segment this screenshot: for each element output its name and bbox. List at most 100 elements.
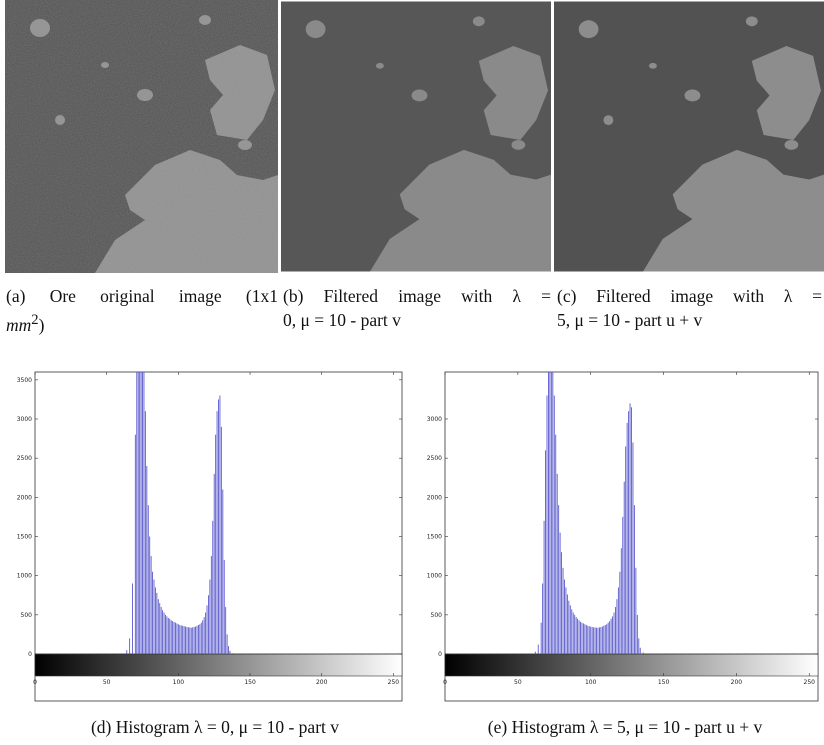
histogram-d: 0 500 1000 1500 2000 2500 3000 3500 0 50 100 150 200… [10, 368, 405, 708]
histogram-bar [220, 426, 222, 654]
histogram-d-svg: 0 500 1000 1500 2000 2500 3000 3500 0 50 100 150 200… [17, 371, 403, 702]
histogram-bar [147, 505, 149, 654]
histogram-bar [136, 372, 138, 654]
bars [534, 372, 644, 654]
histogram-bar [638, 638, 640, 654]
histogram-bar [543, 520, 545, 654]
x-tick-label: 150 [244, 679, 256, 686]
histogram-bar [210, 556, 212, 654]
histogram-bar [604, 625, 606, 654]
histogram-bar [632, 442, 634, 654]
histogram-e-svg: 0 500 1000 1500 2000 2500 3000 0 50 100 150 200 250 [427, 371, 819, 702]
histogram-bar [556, 473, 558, 654]
histogram-bar [540, 622, 542, 654]
caption-c-line1: (c) Filtered image with λ = [557, 286, 822, 306]
histogram-bar [196, 625, 198, 654]
histogram-bar [569, 605, 571, 654]
histogram-bar [591, 626, 593, 654]
histogram-bar [636, 614, 638, 654]
histogram-bar [157, 599, 159, 654]
caption-c-line2: 5, μ = 10 - part u + v [557, 310, 703, 330]
histogram-bar [578, 620, 580, 654]
caption-b-line1: (b) Filtered image with λ = [283, 286, 551, 306]
y-tick-label: 0 [28, 651, 32, 658]
histogram-bar [593, 627, 595, 654]
histogram-bar [615, 607, 616, 654]
histogram-bar [208, 595, 209, 654]
histogram-bar [537, 644, 539, 654]
histogram-bar [534, 651, 536, 654]
histogram-bar [175, 622, 176, 654]
histogram-bar [193, 626, 195, 654]
histogram-bar [149, 536, 151, 654]
histogram-bar [226, 634, 228, 654]
histogram-bar [590, 626, 592, 654]
histogram-bar [203, 617, 205, 654]
histogram-bar [163, 612, 165, 654]
histogram-bar [160, 607, 162, 654]
histogram-bar [172, 621, 174, 654]
histogram-bar [199, 624, 201, 654]
histogram-bar [215, 434, 217, 654]
histogram-bar [202, 620, 204, 654]
histogram-bar [619, 571, 621, 654]
y-tick-label: 3500 [17, 377, 32, 384]
x-tick-label: 200 [731, 679, 743, 686]
histogram-bar [582, 623, 584, 654]
histogram-bar [197, 625, 199, 654]
histogram-bar [152, 571, 154, 654]
caption-b-line2: 0, μ = 10 - part v [283, 310, 401, 330]
histogram-bar [162, 610, 164, 654]
histogram-bar [596, 627, 597, 654]
histogram-bar [600, 626, 602, 654]
histogram-bar [568, 600, 570, 654]
histogram-bar [228, 646, 229, 654]
histogram-bar [616, 599, 618, 654]
histogram-bar [553, 395, 555, 654]
histogram-bar [598, 627, 600, 654]
histogram-bar [581, 622, 583, 654]
histogram-bar [639, 647, 641, 654]
y-tick-label: 1000 [17, 573, 32, 580]
histogram-bar [143, 372, 145, 654]
histogram-bar [580, 621, 581, 654]
histogram-bar [577, 618, 579, 654]
histogram-bar [180, 625, 182, 654]
histogram-bar [179, 625, 181, 654]
colorbar [34, 653, 403, 677]
bars [126, 372, 234, 654]
x-tick-label: 100 [585, 679, 597, 686]
ore-original-image [5, 0, 278, 273]
histogram-bar [137, 372, 139, 654]
histogram-bar [606, 624, 608, 654]
histogram-bar [223, 560, 225, 654]
histogram-bar [222, 489, 224, 654]
histogram-bar [213, 473, 215, 654]
histogram-bar [572, 612, 574, 654]
histogram-bar [610, 618, 612, 654]
histogram-bar [219, 395, 221, 654]
histogram-bar [205, 612, 207, 654]
histogram-bar [186, 626, 188, 654]
histogram-bar [561, 552, 563, 654]
histogram-bar [182, 625, 184, 654]
caption-e: (e) Histogram λ = 5, μ = 10 - part u + v [487, 717, 763, 737]
histogram-bar [156, 592, 158, 654]
histogram-bar [140, 372, 142, 654]
x-tick-label: 0 [33, 679, 37, 686]
y-tick-label: 500 [21, 612, 33, 619]
caption-a: (a) Ore original image (1x1 mm2) [6, 284, 278, 337]
histogram-bar [622, 516, 624, 654]
histogram-bar [546, 395, 548, 654]
histogram-bar [126, 650, 128, 654]
histogram-bar [218, 399, 219, 654]
histogram-bar [169, 618, 171, 654]
histogram-bar [559, 532, 561, 654]
histogram-bar [574, 614, 576, 654]
histogram-bar [212, 520, 214, 654]
histogram-bar [620, 548, 622, 654]
x-tick-label: 150 [658, 679, 670, 686]
y-tick-label: 1000 [427, 573, 442, 580]
histogram-bar [166, 616, 168, 654]
histogram-bar [603, 625, 605, 654]
